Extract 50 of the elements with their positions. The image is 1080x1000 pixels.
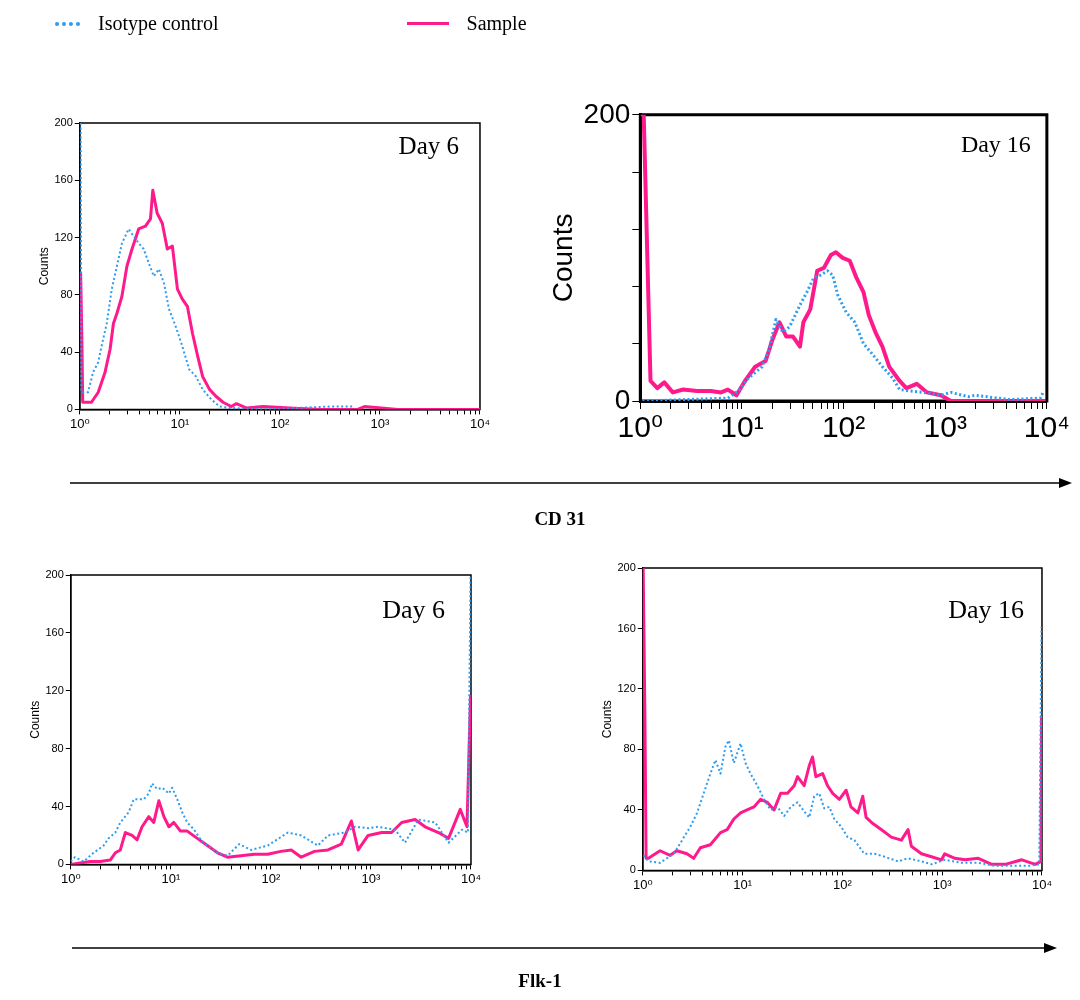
y-tick-label: 0 xyxy=(629,863,636,876)
y-tick-label: 200 xyxy=(45,568,64,581)
y-tick-label: 0 xyxy=(66,402,73,415)
x-tick-label: 10² xyxy=(821,410,866,444)
text: Day 6 xyxy=(382,594,445,624)
y-tick-label: 80 xyxy=(51,741,64,754)
x-tick-label: 10¹ xyxy=(170,415,190,431)
y-tick-label: 200 xyxy=(54,116,73,129)
x-tick-label: 10⁰ xyxy=(60,870,81,886)
x-tick-label: 10⁴ xyxy=(469,415,490,431)
x-tick-label: 10² xyxy=(270,415,290,431)
y-tick-label: 80 xyxy=(623,742,636,755)
x-tick-label: 10² xyxy=(832,876,853,892)
y-tick-label: 40 xyxy=(51,799,64,812)
y-axis-title: Counts xyxy=(546,213,578,303)
x-tick-label: 10¹ xyxy=(733,876,753,892)
text: Day 16 xyxy=(948,594,1024,624)
text: Day 16 xyxy=(960,131,1031,158)
x-tick-label: 10³ xyxy=(361,870,381,886)
x-tick-label: 10⁴ xyxy=(1023,410,1070,444)
y-tick-label: 40 xyxy=(60,345,73,358)
x-axis-title: CD 31 xyxy=(534,508,586,530)
x-tick-label: 10⁴ xyxy=(1031,876,1052,892)
x-tick-label: 10³ xyxy=(932,876,953,892)
y-tick-label: 160 xyxy=(54,173,73,186)
y-tick-label: 120 xyxy=(54,230,73,243)
y-tick-label: 200 xyxy=(583,97,631,129)
x-tick-label: 10⁰ xyxy=(69,415,90,431)
y-axis-title: Counts xyxy=(36,247,51,286)
x-tick-label: 10⁴ xyxy=(460,870,481,886)
y-tick-label: 160 xyxy=(617,621,636,634)
y-tick-label: 0 xyxy=(57,857,64,870)
x-tick-label: 10¹ xyxy=(161,870,181,886)
y-axis-title: Counts xyxy=(599,700,614,739)
x-tick-label: 10² xyxy=(261,870,281,886)
x-tick-label: 10³ xyxy=(923,410,967,444)
legend-label: Isotype control xyxy=(98,12,219,35)
x-tick-label: 10¹ xyxy=(720,410,764,444)
x-axis-title: Flk-1 xyxy=(518,970,562,992)
chart-title: Day 6 xyxy=(398,132,459,160)
y-tick-label: 120 xyxy=(45,683,64,696)
x-tick-label: 10³ xyxy=(370,415,390,431)
y-tick-label: 200 xyxy=(617,561,636,574)
y-tick-label: 120 xyxy=(617,681,636,694)
y-tick-label: 160 xyxy=(45,625,64,638)
legend-label: Sample xyxy=(466,12,527,35)
x-tick-label: 10⁰ xyxy=(632,876,653,892)
y-tick-label: 80 xyxy=(60,287,73,300)
y-axis-title: Counts xyxy=(27,700,42,739)
y-tick-label: 40 xyxy=(623,802,636,815)
